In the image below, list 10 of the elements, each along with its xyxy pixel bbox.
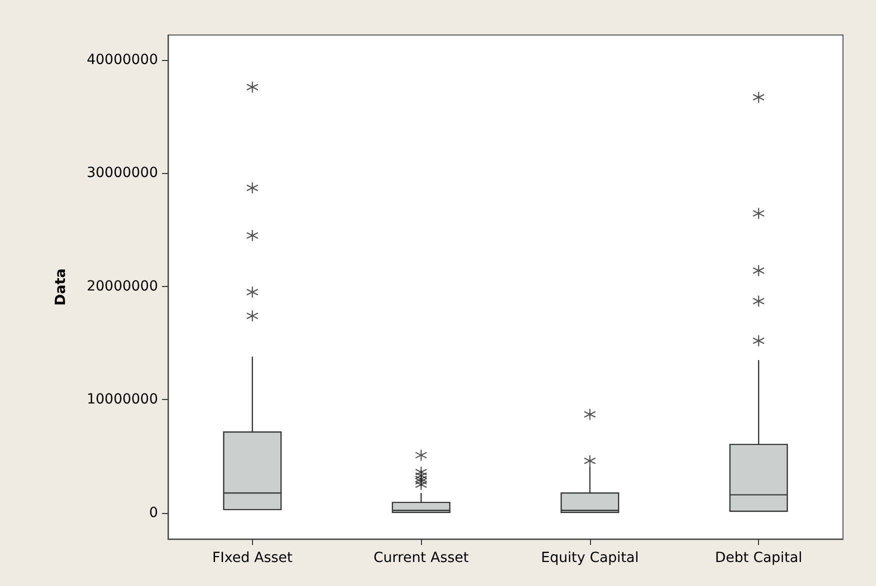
y-tick-label: 30000000 bbox=[86, 165, 158, 182]
y-axis-title: Data bbox=[53, 268, 69, 306]
x-tick-label: Current Asset bbox=[373, 550, 470, 566]
x-tick-label: Equity Capital bbox=[540, 550, 639, 566]
y-tick-label: 10000000 bbox=[86, 392, 158, 408]
x-tick-label: Debt Capital bbox=[714, 550, 802, 566]
x-tick-label: FIxed Asset bbox=[212, 550, 294, 566]
y-tick-label: 0 bbox=[149, 504, 158, 521]
y-tick-label: 20000000 bbox=[86, 278, 158, 294]
y-tick-label: 40000000 bbox=[86, 52, 158, 68]
